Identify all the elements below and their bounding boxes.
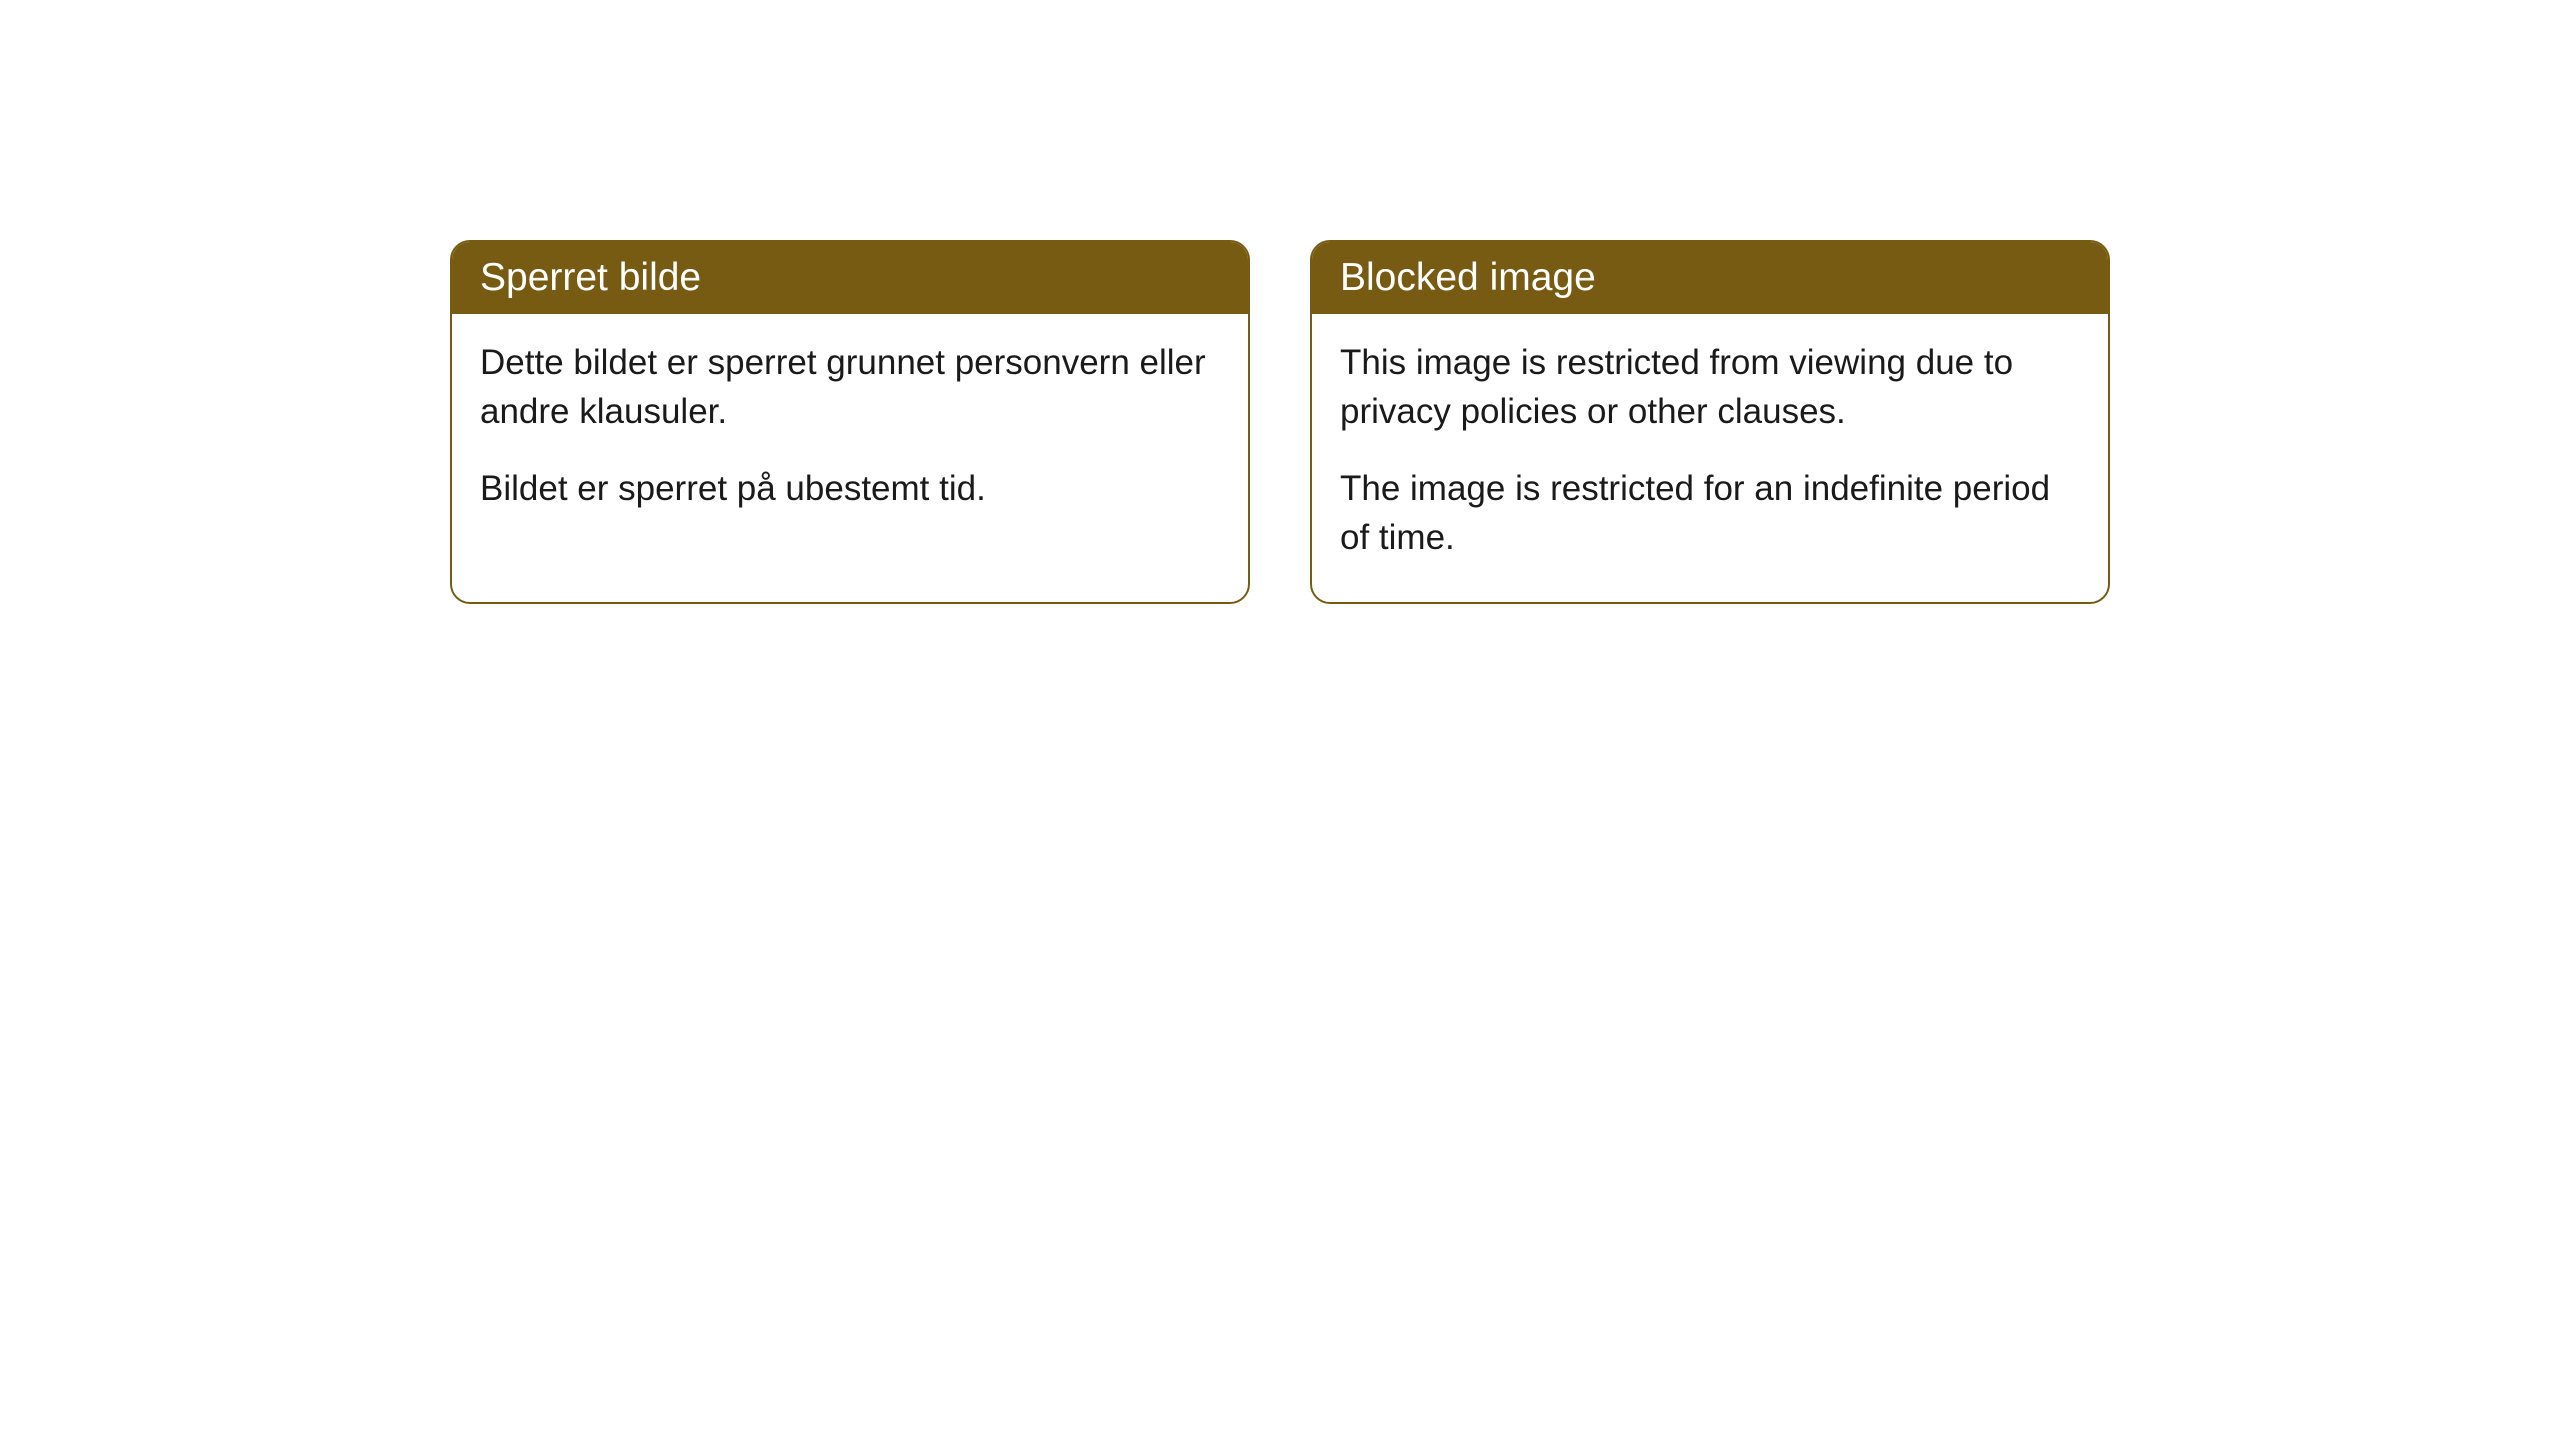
card-header: Sperret bilde bbox=[452, 242, 1248, 314]
card-paragraph-1: This image is restricted from viewing du… bbox=[1340, 338, 2080, 436]
card-title: Sperret bilde bbox=[480, 256, 701, 299]
card-header: Blocked image bbox=[1312, 242, 2108, 314]
card-body: Dette bildet er sperret grunnet personve… bbox=[452, 314, 1248, 553]
blocked-image-card-norwegian: Sperret bilde Dette bildet er sperret gr… bbox=[450, 240, 1250, 604]
cards-container: Sperret bilde Dette bildet er sperret gr… bbox=[450, 240, 2560, 604]
card-paragraph-2: The image is restricted for an indefinit… bbox=[1340, 464, 2080, 562]
card-paragraph-1: Dette bildet er sperret grunnet personve… bbox=[480, 338, 1220, 436]
blocked-image-card-english: Blocked image This image is restricted f… bbox=[1310, 240, 2110, 604]
card-body: This image is restricted from viewing du… bbox=[1312, 314, 2108, 602]
card-paragraph-2: Bildet er sperret på ubestemt tid. bbox=[480, 464, 1220, 513]
card-title: Blocked image bbox=[1340, 256, 1596, 299]
